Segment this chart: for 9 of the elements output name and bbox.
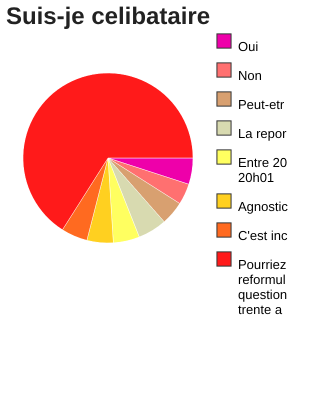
legend-label: Entre 20 20h01 <box>238 155 288 185</box>
legend-label: La repor <box>238 126 288 141</box>
legend-label: C'est inc <box>238 228 288 243</box>
legend-label: Non <box>238 68 262 83</box>
chart-title: Suis-je celibataire <box>6 3 210 30</box>
legend-label: Agnostic <box>238 199 288 214</box>
legend-label: Pourriez reformul question trente a <box>238 257 288 317</box>
legend-label: Oui <box>238 39 258 54</box>
legend-label: Peut-etr <box>238 97 285 112</box>
